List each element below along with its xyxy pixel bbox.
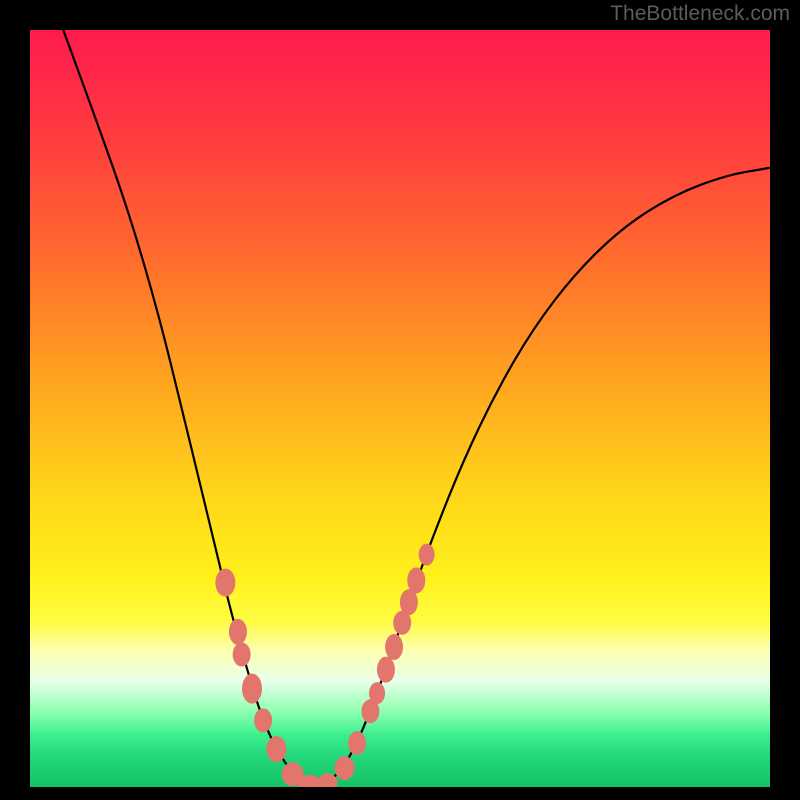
curve-marker xyxy=(419,544,435,566)
bottleneck-plot xyxy=(30,30,770,787)
curve-marker xyxy=(242,674,262,704)
curve-marker xyxy=(233,643,251,667)
curve-marker xyxy=(266,736,286,762)
gradient-background xyxy=(30,30,770,787)
curve-marker xyxy=(369,682,385,704)
curve-marker xyxy=(215,569,235,597)
curve-marker xyxy=(407,567,425,593)
watermark-text: TheBottleneck.com xyxy=(610,2,790,26)
chart-canvas: TheBottleneck.com xyxy=(0,0,800,800)
curve-marker xyxy=(254,708,272,732)
curve-marker xyxy=(229,619,247,645)
curve-marker xyxy=(335,756,355,780)
curve-marker xyxy=(385,634,403,660)
curve-marker xyxy=(377,657,395,683)
curve-marker xyxy=(348,731,366,755)
